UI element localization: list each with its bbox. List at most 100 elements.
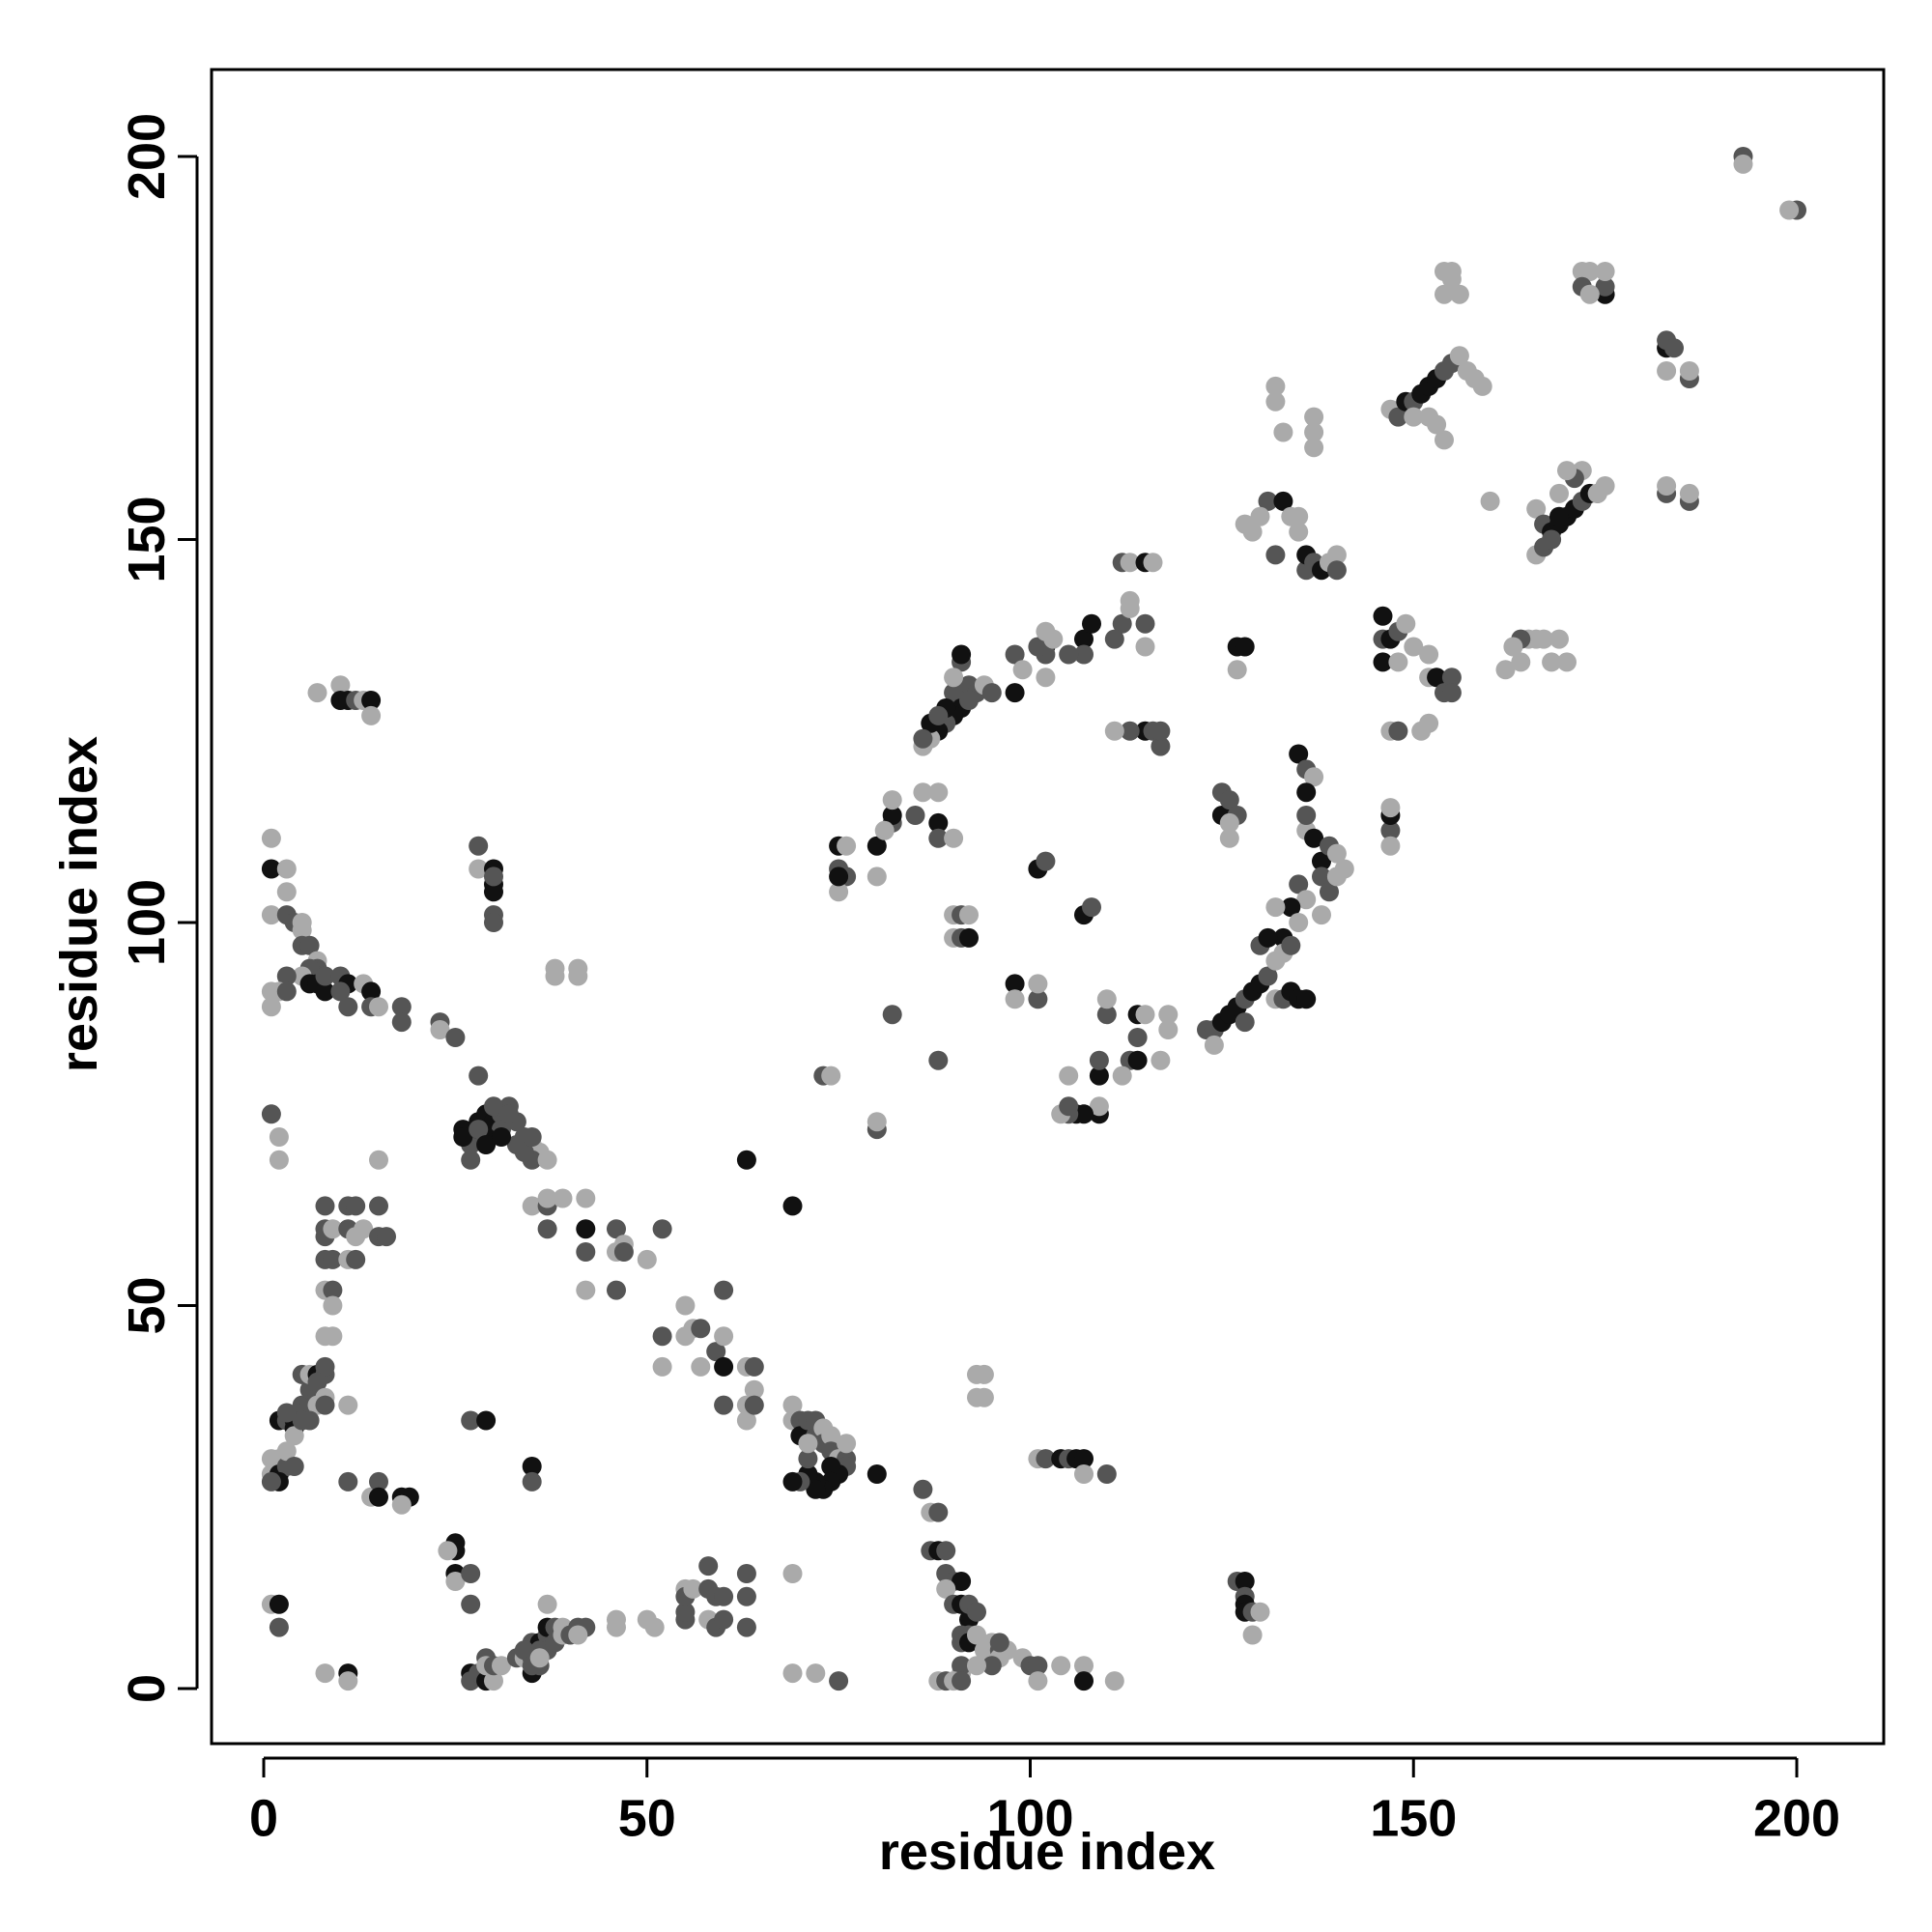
data-point: [576, 1242, 596, 1262]
data-point: [1435, 430, 1454, 450]
data-point: [1273, 422, 1293, 442]
data-point: [1143, 553, 1163, 573]
data-point: [1549, 483, 1569, 503]
data-point: [1135, 637, 1155, 657]
data-point: [1657, 476, 1677, 496]
data-point: [874, 820, 895, 840]
data-point: [323, 1326, 343, 1347]
data-point: [1419, 644, 1439, 665]
data-point: [806, 1663, 826, 1684]
data-point: [354, 1219, 374, 1239]
data-point: [346, 1249, 366, 1269]
data-point: [469, 836, 489, 856]
data-point: [1104, 721, 1124, 741]
data-point: [1235, 1012, 1255, 1033]
data-point: [1265, 545, 1286, 565]
data-point: [261, 859, 281, 879]
data-point: [1427, 414, 1447, 435]
data-point: [1304, 438, 1324, 458]
data-point: [315, 966, 335, 986]
data-point: [269, 1127, 289, 1147]
data-point: [1258, 491, 1278, 511]
data-point: [928, 782, 949, 803]
data-point: [361, 705, 382, 725]
data-point: [1587, 483, 1607, 503]
data-point: [1441, 668, 1462, 688]
data-point: [315, 1395, 335, 1415]
data-point: [537, 1188, 557, 1208]
data-point: [744, 1379, 764, 1400]
data-point: [1265, 376, 1286, 396]
data-point: [706, 1342, 726, 1362]
data-point: [952, 1572, 972, 1591]
data-point: [1289, 744, 1309, 764]
data-point: [652, 1356, 672, 1377]
data-point: [461, 1410, 481, 1431]
data-point: [323, 1219, 343, 1239]
data-point: [1120, 598, 1140, 618]
data-point: [928, 812, 949, 833]
data-point: [1265, 897, 1286, 918]
data-point: [698, 1556, 719, 1577]
data-point: [1664, 338, 1684, 358]
data-point: [537, 1150, 557, 1170]
y-tick-label: 0: [118, 1674, 176, 1703]
data-point: [1312, 851, 1331, 871]
data-point: [882, 806, 902, 825]
x-axis-title: residue index: [879, 1823, 1215, 1881]
data-point: [269, 1150, 289, 1170]
data-point: [1273, 491, 1293, 511]
data-point: [445, 1028, 466, 1047]
data-point: [338, 1395, 358, 1415]
data-point: [1304, 422, 1324, 442]
data-point: [959, 905, 979, 925]
data-point: [644, 1617, 665, 1637]
data-point: [514, 1640, 534, 1661]
data-point: [522, 1457, 542, 1476]
data-point: [369, 997, 388, 1017]
data-point: [837, 1434, 857, 1454]
data-point: [1204, 1035, 1224, 1055]
data-point: [492, 1127, 511, 1147]
data-point: [806, 1479, 826, 1499]
data-point: [461, 1150, 481, 1170]
data-point: [1074, 644, 1094, 665]
data-point: [299, 935, 320, 955]
data-point: [714, 1395, 734, 1415]
data-point: [1235, 637, 1255, 657]
data-point: [1036, 668, 1056, 688]
data-point: [553, 1188, 573, 1208]
data-point: [1151, 1050, 1171, 1070]
data-point: [1326, 560, 1347, 581]
data-point: [514, 1142, 534, 1162]
data-point: [476, 1135, 497, 1154]
data-point: [269, 1594, 289, 1614]
data-point: [821, 1457, 841, 1476]
data-point: [377, 1227, 396, 1247]
data-point: [1480, 491, 1500, 511]
data-point: [361, 691, 382, 710]
data-point: [1258, 966, 1278, 986]
data-point: [484, 1671, 503, 1691]
data-point: [1326, 843, 1347, 864]
data-point: [1595, 262, 1615, 281]
data-point: [882, 790, 902, 810]
data-point: [782, 1663, 803, 1684]
data-point: [981, 683, 1002, 703]
data-point: [1557, 652, 1577, 672]
data-point: [867, 1112, 887, 1132]
data-point: [1151, 721, 1171, 741]
data-point: [469, 859, 489, 879]
data-point: [1296, 989, 1317, 1009]
data-point: [829, 882, 849, 902]
data-point: [576, 1280, 596, 1300]
data-point: [1074, 1464, 1094, 1484]
data-point: [798, 1449, 818, 1469]
data-point: [576, 1219, 596, 1239]
data-point: [867, 1464, 887, 1484]
data-point: [1373, 652, 1393, 672]
data-point: [1036, 851, 1056, 871]
data-point: [315, 1663, 335, 1684]
data-point: [529, 1648, 550, 1668]
